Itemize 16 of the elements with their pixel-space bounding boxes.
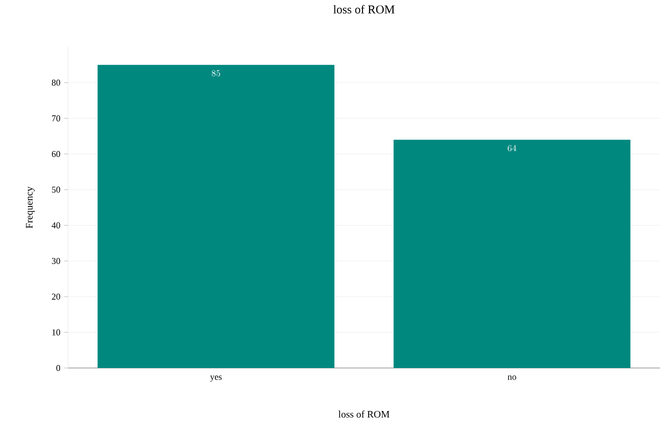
chart-title: loss of ROM [333, 4, 395, 14]
x-tick-label: yes [210, 376, 222, 382]
y-tick-label: 0 [56, 364, 60, 372]
y-tick-label: 30 [52, 258, 60, 264]
y-tick-label: 20 [52, 294, 60, 300]
y-tick-label: 50 [52, 186, 60, 193]
y-tick-label: 60 [52, 150, 60, 158]
y-axis-title: Frequency [26, 186, 35, 228]
x-axis-title: loss of ROM [338, 410, 390, 418]
y-tick-label: 10 [52, 329, 60, 336]
y-tick-label: 70 [52, 115, 60, 122]
data-label: 85 [212, 70, 220, 76]
x-tick-label: no [508, 376, 516, 380]
y-tick-label: 40 [52, 222, 60, 228]
y-tick-label: 80 [52, 80, 60, 86]
data-label: 64 [508, 144, 516, 152]
